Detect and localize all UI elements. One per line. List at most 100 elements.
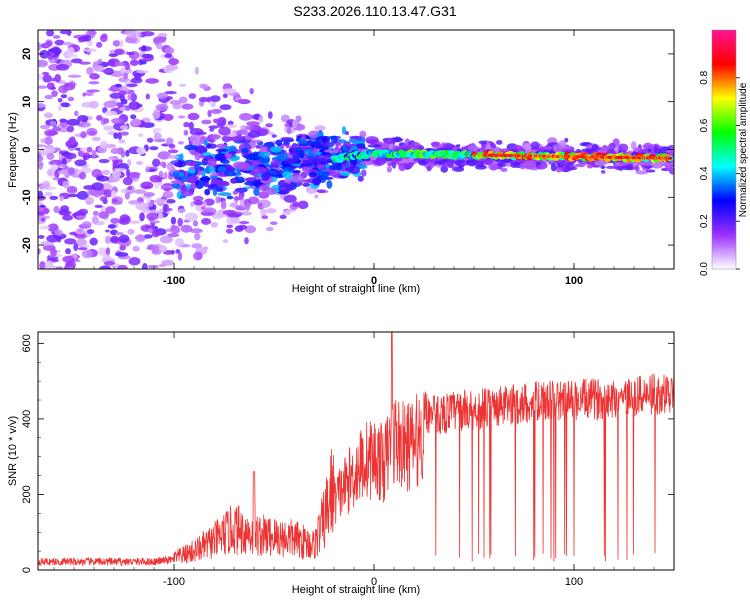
heat-cell <box>226 195 234 200</box>
heat-cell <box>74 110 79 117</box>
y-tick-label: 20 <box>21 48 33 60</box>
heat-cell <box>600 147 605 155</box>
heat-cell <box>81 221 92 228</box>
heat-cell <box>127 93 132 101</box>
heat-cell <box>284 123 290 128</box>
y-tick-label: -10 <box>21 189 33 205</box>
heat-cell <box>232 190 239 195</box>
heat-cell <box>223 124 238 128</box>
heat-cell <box>227 213 242 218</box>
heat-cell <box>201 168 210 173</box>
heat-cell <box>96 115 103 121</box>
heat-cell <box>40 138 46 144</box>
heat-cell <box>328 164 343 171</box>
heat-cell <box>107 156 119 161</box>
heat-cell <box>227 120 234 126</box>
heat-cell <box>490 163 499 171</box>
heat-cell <box>271 134 277 138</box>
heat-cell <box>314 125 326 132</box>
heat-cell <box>191 243 203 249</box>
heat-cell <box>48 161 58 165</box>
heat-cell <box>83 185 95 190</box>
heat-cell <box>292 119 298 129</box>
heat-cell <box>386 166 392 173</box>
heat-cell <box>178 115 186 119</box>
heat-cell <box>128 186 133 191</box>
heat-cell <box>46 30 55 37</box>
heat-cell <box>366 138 379 144</box>
heat-cell <box>149 220 160 224</box>
heat-cell <box>276 153 289 160</box>
heat-cell <box>85 196 95 205</box>
heat-cell <box>328 149 339 154</box>
heat-cell <box>53 205 60 214</box>
spectrogram-y-label: Frequency (Hz) <box>7 112 19 188</box>
heat-cell <box>40 217 46 222</box>
heat-cell <box>237 99 251 105</box>
heat-cell <box>445 145 460 150</box>
heat-cell <box>124 30 137 35</box>
heat-cell <box>154 185 159 189</box>
heat-cell <box>189 182 197 191</box>
heat-cell <box>118 234 130 243</box>
heat-cell <box>203 179 209 188</box>
heat-cell <box>158 170 164 179</box>
heat-cell <box>135 202 149 211</box>
heat-cell <box>74 159 87 167</box>
heat-cell <box>201 119 212 125</box>
heat-cell <box>78 61 91 65</box>
heat-cell <box>279 214 287 220</box>
heat-cell <box>100 69 115 73</box>
heat-cell <box>167 164 173 172</box>
heat-cell <box>222 93 228 99</box>
heat-cell <box>326 180 333 189</box>
heat-cell <box>393 136 402 143</box>
heat-cell <box>39 261 46 269</box>
heat-cell <box>93 64 104 72</box>
heat-cell <box>101 169 111 176</box>
heat-cell <box>38 248 41 255</box>
heat-cell <box>98 247 107 256</box>
heat-cell <box>618 143 629 153</box>
heat-cell <box>247 130 261 138</box>
heat-cell <box>57 97 63 103</box>
heat-cell <box>152 158 161 167</box>
heat-cell <box>38 201 43 206</box>
heat-cell <box>245 154 257 160</box>
heat-cell <box>98 211 110 219</box>
heat-cell <box>190 150 199 156</box>
heat-cell <box>246 121 260 127</box>
snr-panel: -100 0 100 0 200 400 600 Height of straight l… <box>7 331 675 596</box>
heat-cell <box>213 118 219 124</box>
heat-cell <box>62 214 74 221</box>
heat-cell <box>269 221 278 226</box>
heat-cell <box>314 194 319 199</box>
heat-cell <box>120 98 128 105</box>
heat-cell <box>164 90 177 95</box>
heat-cell <box>151 244 160 254</box>
heat-cell <box>302 182 311 187</box>
heat-cell <box>252 166 267 174</box>
heat-cell <box>46 130 59 136</box>
heat-cell <box>284 158 298 165</box>
colorbar-tick-label: 0.6 <box>699 118 710 132</box>
heat-cell <box>94 204 103 208</box>
heat-cell <box>40 204 46 208</box>
heat-cell <box>219 104 232 111</box>
heat-cell <box>207 143 217 149</box>
heat-cell <box>159 235 173 244</box>
heat-cell <box>317 157 327 163</box>
heat-cell <box>500 167 508 172</box>
heat-cell <box>54 39 65 46</box>
heat-cell <box>300 146 313 150</box>
heat-cell <box>141 263 148 269</box>
heat-cell <box>88 130 97 135</box>
heat-cell <box>292 169 301 174</box>
heat-cell <box>653 148 659 153</box>
heat-cell <box>211 213 223 220</box>
heat-cell <box>124 62 131 71</box>
heat-cell <box>248 185 256 189</box>
heat-cell <box>77 36 89 42</box>
heat-cell <box>199 83 208 89</box>
heat-cell <box>179 153 184 161</box>
